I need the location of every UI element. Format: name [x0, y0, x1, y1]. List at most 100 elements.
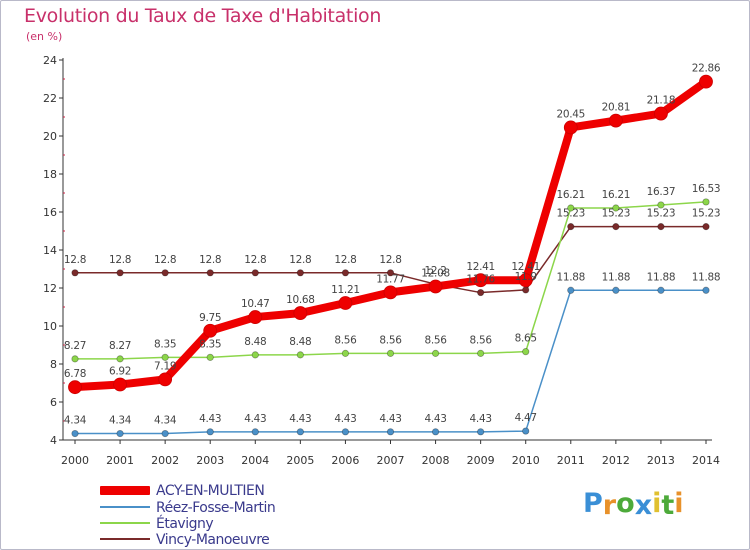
legend-item-acy-en-multien: ACY-EN-MULTIEN — [100, 483, 360, 499]
data-label: 22.86 — [692, 63, 721, 75]
data-point — [563, 120, 578, 135]
legend-swatch-etavigny — [100, 522, 150, 524]
data-point — [477, 288, 485, 297]
proxiti-logo: Proxiti — [583, 488, 684, 521]
data-point — [116, 355, 124, 363]
data-point — [702, 198, 710, 206]
data-label: 4.34 — [109, 415, 132, 427]
data-point — [341, 428, 350, 436]
data-label: 20.81 — [602, 102, 631, 114]
data-point — [71, 429, 79, 438]
data-point — [71, 355, 79, 363]
data-label: 12.2 — [424, 265, 446, 277]
data-point — [522, 286, 530, 294]
data-label: 4.43 — [199, 413, 221, 425]
data-label: 16.21 — [557, 189, 586, 201]
y-tick-label: 4 — [50, 434, 57, 447]
data-label: 8.35 — [154, 338, 176, 350]
data-label: 4.43 — [244, 413, 266, 425]
data-label: 10.68 — [286, 294, 315, 306]
data-point — [161, 353, 169, 361]
data-label: 15.23 — [557, 208, 586, 220]
data-label: 6.92 — [109, 366, 131, 378]
data-point — [699, 74, 713, 89]
data-point — [702, 286, 710, 294]
data-label: 11.88 — [557, 271, 586, 283]
data-point — [612, 223, 620, 231]
legend-label-reez-fosse-martin: Réez-Fosse-Martin — [156, 500, 276, 516]
y-tick-label: 16 — [43, 206, 57, 219]
data-label: 8.27 — [109, 340, 131, 352]
chart-subtitle: (en %) — [26, 30, 63, 43]
data-label: 12.8 — [244, 254, 266, 266]
data-label: 16.21 — [602, 189, 631, 201]
data-point — [251, 269, 259, 277]
x-tick-label: 2008 — [422, 454, 450, 467]
x-tick-label: 2007 — [377, 454, 405, 467]
data-label: 15.23 — [647, 208, 676, 220]
legend-label-etavigny: Étavigny — [156, 516, 214, 532]
data-label: 11.76 — [466, 274, 495, 286]
logo-letter: o — [616, 488, 635, 519]
data-label: 15.23 — [602, 208, 631, 220]
data-point — [612, 204, 620, 212]
data-label: 8.56 — [470, 334, 493, 346]
data-point — [383, 285, 398, 300]
data-point — [522, 427, 530, 435]
logo-letter: i — [674, 488, 684, 519]
x-tick-label: 2005 — [286, 454, 314, 467]
data-point — [473, 273, 488, 288]
data-label: 8.56 — [379, 334, 402, 346]
data-point — [431, 428, 440, 436]
data-label: 4.43 — [289, 413, 311, 425]
data-label: 11.88 — [647, 271, 676, 283]
logo-letter: r — [602, 490, 617, 521]
data-label: 4.43 — [334, 413, 356, 425]
data-point — [341, 349, 350, 357]
data-point — [116, 429, 124, 438]
data-point — [386, 269, 395, 277]
data-label: 6.78 — [64, 368, 86, 380]
x-tick-label: 2013 — [647, 454, 675, 467]
data-point — [296, 428, 304, 436]
data-point — [251, 351, 259, 359]
data-label: 16.53 — [692, 183, 721, 195]
logo-letter: x — [634, 490, 653, 521]
data-label: 11.21 — [331, 284, 360, 296]
x-tick-label: 2011 — [557, 454, 585, 467]
data-label: 20.45 — [557, 108, 586, 120]
x-tick-label: 2009 — [467, 454, 495, 467]
data-point — [567, 204, 575, 212]
y-tick-label: 12 — [43, 282, 57, 295]
data-point — [386, 428, 395, 436]
data-point — [251, 428, 259, 436]
data-label: 11.88 — [602, 271, 631, 283]
data-label: 8.48 — [244, 336, 266, 348]
data-point — [608, 113, 623, 128]
data-label: 12.41 — [511, 261, 540, 273]
y-tick-label: 24 — [43, 54, 57, 67]
data-point — [203, 323, 218, 338]
data-label: 8.27 — [64, 340, 86, 352]
data-label: 11.9 — [515, 271, 537, 283]
data-label: 11.77 — [376, 273, 405, 285]
logo-letter: P — [583, 488, 603, 519]
data-label: 12.8 — [379, 254, 401, 266]
data-label: 8.56 — [334, 334, 357, 346]
data-point — [68, 380, 82, 395]
legend-swatch-acy-en-multien — [100, 486, 150, 495]
data-point — [158, 372, 173, 387]
data-label: 8.48 — [289, 336, 311, 348]
data-point — [522, 348, 530, 356]
data-label: 12.41 — [466, 261, 495, 273]
data-point — [428, 279, 443, 294]
data-point — [567, 223, 575, 231]
logo-letter: i — [652, 488, 662, 519]
y-tick-label: 18 — [43, 168, 57, 181]
data-point — [296, 269, 304, 277]
data-point — [477, 349, 485, 357]
data-point — [431, 349, 440, 357]
data-label: 21.18 — [647, 95, 676, 107]
data-point — [386, 349, 395, 357]
